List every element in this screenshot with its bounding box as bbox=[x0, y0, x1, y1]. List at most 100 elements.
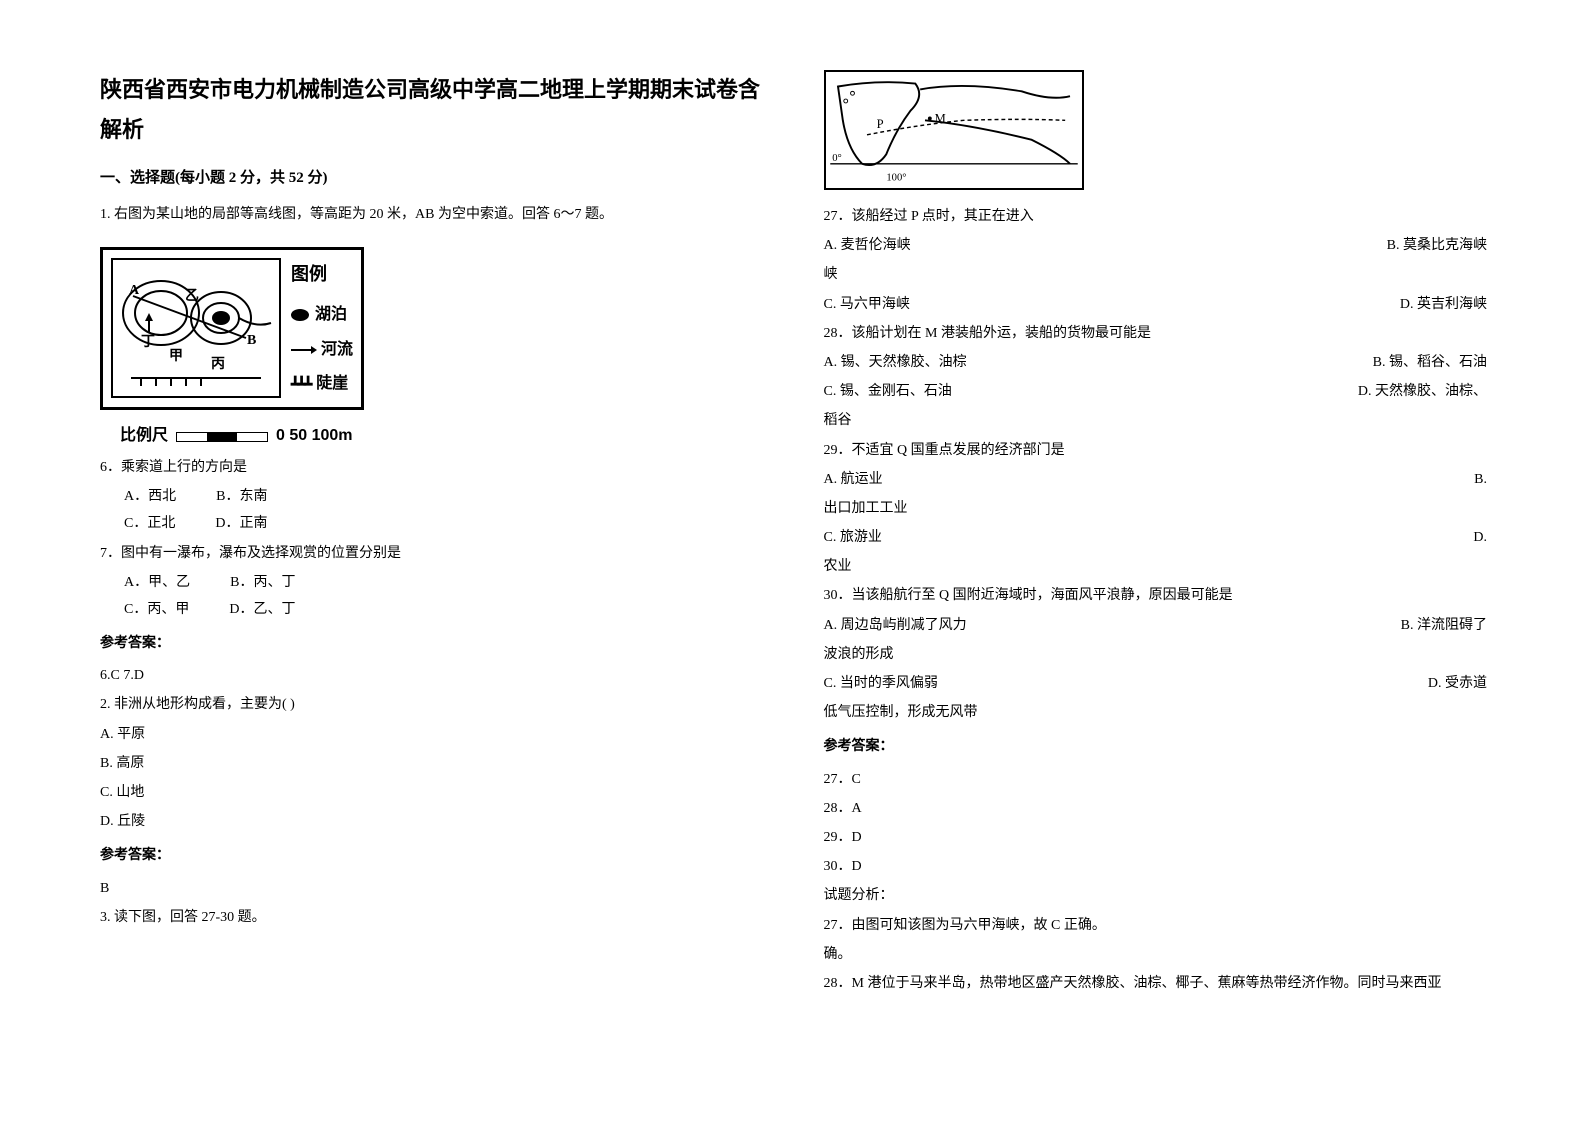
q6-row1: A．西北 B．东南 bbox=[124, 484, 764, 509]
q2-B: B. 高原 bbox=[100, 751, 764, 776]
legend: 图例 湖泊 河流 ┻┻┻ 陡崖 bbox=[291, 258, 353, 399]
q29-row1: A. 航运业 B. bbox=[824, 467, 1488, 492]
q28-D-wrap: 稻谷 bbox=[824, 408, 1488, 433]
left-column: 陕西省西安市电力机械制造公司高级中学高二地理上学期期末试卷含解析 一、选择题(每… bbox=[100, 70, 764, 1000]
ans-27: 27．C bbox=[824, 767, 1488, 792]
q29-A: A. 航运业 bbox=[824, 467, 1435, 492]
q29-row2: C. 旅游业 D. bbox=[824, 525, 1488, 550]
q27-B: B. 莫桑比克海峡 bbox=[1387, 233, 1487, 258]
scale-values: 0 50 100m bbox=[276, 422, 353, 451]
q27-B-wrap: 峡 bbox=[824, 262, 1488, 287]
q30-stem: 30．当该船航行至 Q 国附近海域时，海面风平浪静，原因最可能是 bbox=[824, 583, 1488, 608]
river-icon bbox=[291, 349, 315, 351]
label-jia: 甲 bbox=[169, 348, 183, 364]
map-label-M: M bbox=[934, 111, 945, 125]
label-A: A bbox=[129, 283, 140, 298]
q28-stem: 28．该船计划在 M 港装船外运，装船的货物最可能是 bbox=[824, 321, 1488, 346]
q30-D-wrap: 低气压控制，形成无风带 bbox=[824, 700, 1488, 725]
q2-D: D. 丘陵 bbox=[100, 809, 764, 834]
q29-stem: 29．不适宜 Q 国重点发展的经济部门是 bbox=[824, 438, 1488, 463]
lake-icon bbox=[291, 309, 309, 321]
q2-A: A. 平原 bbox=[100, 722, 764, 747]
q28-D-partial: D. 天然橡胶、油棕、 bbox=[1358, 379, 1487, 404]
q6-D: D．正南 bbox=[215, 511, 267, 536]
q30-C: C. 当时的季风偏弱 bbox=[824, 671, 1388, 696]
q6-A: A．西北 bbox=[124, 484, 176, 509]
legend-lake-label: 湖泊 bbox=[315, 301, 347, 330]
q29-B-wrap: 出口加工工业 bbox=[824, 496, 1488, 521]
q2-stem: 2. 非洲从地形构成看，主要为( ) bbox=[100, 692, 764, 717]
q27-stem: 27．该船经过 P 点时，其正在进入 bbox=[824, 204, 1488, 229]
q29-D-wrap: 农业 bbox=[824, 554, 1488, 579]
q29-C: C. 旅游业 bbox=[824, 525, 1434, 550]
q2-C: C. 山地 bbox=[100, 780, 764, 805]
q7-B: B．丙、丁 bbox=[230, 570, 295, 595]
q30-A: A. 周边岛屿削减了风力 bbox=[824, 613, 1361, 638]
contour-map: A B 乙 甲 丙 丁 bbox=[111, 258, 281, 398]
scale-bar-graphic bbox=[176, 432, 268, 442]
answer-1: 6.C 7.D bbox=[100, 663, 764, 688]
ans-30: 30．D bbox=[824, 854, 1488, 879]
q7-A: A．甲、乙 bbox=[124, 570, 190, 595]
q28-B: B. 锡、稻谷、石油 bbox=[1373, 350, 1487, 375]
right-column: P M 0° 100° 27．该船经过 P 点时，其正在进入 A. 麦哲伦海峡 … bbox=[824, 70, 1488, 1000]
q27-D: D. 英吉利海峡 bbox=[1400, 292, 1487, 317]
analysis-label: 试题分析： bbox=[824, 883, 1488, 908]
q27-row1: A. 麦哲伦海峡 B. 莫桑比克海峡 bbox=[824, 233, 1488, 258]
section-header: 一、选择题(每小题 2 分，共 52 分) bbox=[100, 165, 764, 192]
ans-28: 28．A bbox=[824, 796, 1488, 821]
answer-label-2: 参考答案： bbox=[100, 842, 764, 867]
q28-row1: A. 锡、天然橡胶、油棕 B. 锡、稻谷、石油 bbox=[824, 350, 1488, 375]
q28-A: A. 锡、天然橡胶、油棕 bbox=[824, 350, 1333, 375]
q28-C: C. 锡、金刚石、石油 bbox=[824, 379, 1318, 404]
legend-lake: 湖泊 bbox=[291, 301, 353, 330]
analysis-28: 28．M 港位于马来半岛，热带地区盛产天然橡胶、油棕、椰子、蕉麻等热带经济作物。… bbox=[824, 971, 1488, 996]
q30-B-partial: B. 洋流阻碍了 bbox=[1401, 613, 1487, 638]
q6-C: C．正北 bbox=[124, 511, 175, 536]
legend-river-label: 河流 bbox=[321, 336, 353, 365]
q6-B: B．东南 bbox=[216, 484, 267, 509]
q6-stem: 6．乘索道上行的方向是 bbox=[100, 455, 764, 480]
analysis-27: 27．由图可知该图为马六甲海峡，故 C 正确。 bbox=[824, 913, 1488, 938]
q28-row2: C. 锡、金刚石、石油 D. 天然橡胶、油棕、 bbox=[824, 379, 1488, 404]
legend-cliff-label: 陡崖 bbox=[316, 370, 348, 399]
legend-cliff: ┻┻┻ 陡崖 bbox=[291, 370, 353, 399]
label-B: B bbox=[247, 333, 256, 348]
label-yi: 乙 bbox=[185, 288, 199, 304]
q1-intro: 1. 右图为某山地的局部等高线图，等高距为 20 米，AB 为空中索道。回答 6… bbox=[100, 202, 764, 227]
q7-C: C．丙、甲 bbox=[124, 597, 189, 622]
figure-1: A B 乙 甲 丙 丁 图例 湖泊 bbox=[100, 247, 364, 410]
analysis-27-wrap: 确。 bbox=[824, 942, 1488, 967]
scale-bar: 比例尺 0 50 100m bbox=[100, 422, 764, 451]
map-label-lat0: 0° bbox=[832, 153, 842, 164]
q30-row1: A. 周边岛屿削减了风力 B. 洋流阻碍了 bbox=[824, 613, 1488, 638]
scale-label: 比例尺 bbox=[120, 422, 168, 451]
q3-intro: 3. 读下图，回答 27-30 题。 bbox=[100, 905, 764, 930]
answer-2: B bbox=[100, 876, 764, 901]
legend-title: 图例 bbox=[291, 258, 353, 290]
figure-1-wrapper: A B 乙 甲 丙 丁 图例 湖泊 bbox=[100, 237, 764, 451]
page-title: 陕西省西安市电力机械制造公司高级中学高二地理上学期期末试卷含解析 bbox=[100, 70, 764, 149]
legend-river: 河流 bbox=[291, 336, 353, 365]
q30-D-partial: D. 受赤道 bbox=[1428, 671, 1487, 696]
q7-row1: A．甲、乙 B．丙、丁 bbox=[124, 570, 764, 595]
map-label-lon100: 100° bbox=[886, 172, 906, 183]
q7-row2: C．丙、甲 D．乙、丁 bbox=[124, 597, 764, 622]
q27-A: A. 麦哲伦海峡 bbox=[824, 233, 1347, 258]
q7-D: D．乙、丁 bbox=[229, 597, 295, 622]
label-bing: 丙 bbox=[211, 356, 225, 372]
q30-row2: C. 当时的季风偏弱 D. 受赤道 bbox=[824, 671, 1488, 696]
cliff-icon: ┻┻┻ bbox=[291, 372, 310, 397]
q27-row2: C. 马六甲海峡 D. 英吉利海峡 bbox=[824, 292, 1488, 317]
answer-label-1: 参考答案： bbox=[100, 630, 764, 655]
label-ding: 丁 bbox=[141, 335, 155, 350]
q29-D-letter: D. bbox=[1473, 525, 1487, 550]
map-label-P: P bbox=[876, 117, 883, 131]
q30-B-wrap: 波浪的形成 bbox=[824, 642, 1488, 667]
q7-stem: 7．图中有一瀑布，瀑布及选择观赏的位置分别是 bbox=[100, 541, 764, 566]
q6-row2: C．正北 D．正南 bbox=[124, 511, 764, 536]
answer-label-3: 参考答案： bbox=[824, 733, 1488, 758]
ans-29: 29．D bbox=[824, 825, 1488, 850]
figure-2-map: P M 0° 100° bbox=[824, 70, 1084, 190]
q27-C: C. 马六甲海峡 bbox=[824, 292, 1360, 317]
